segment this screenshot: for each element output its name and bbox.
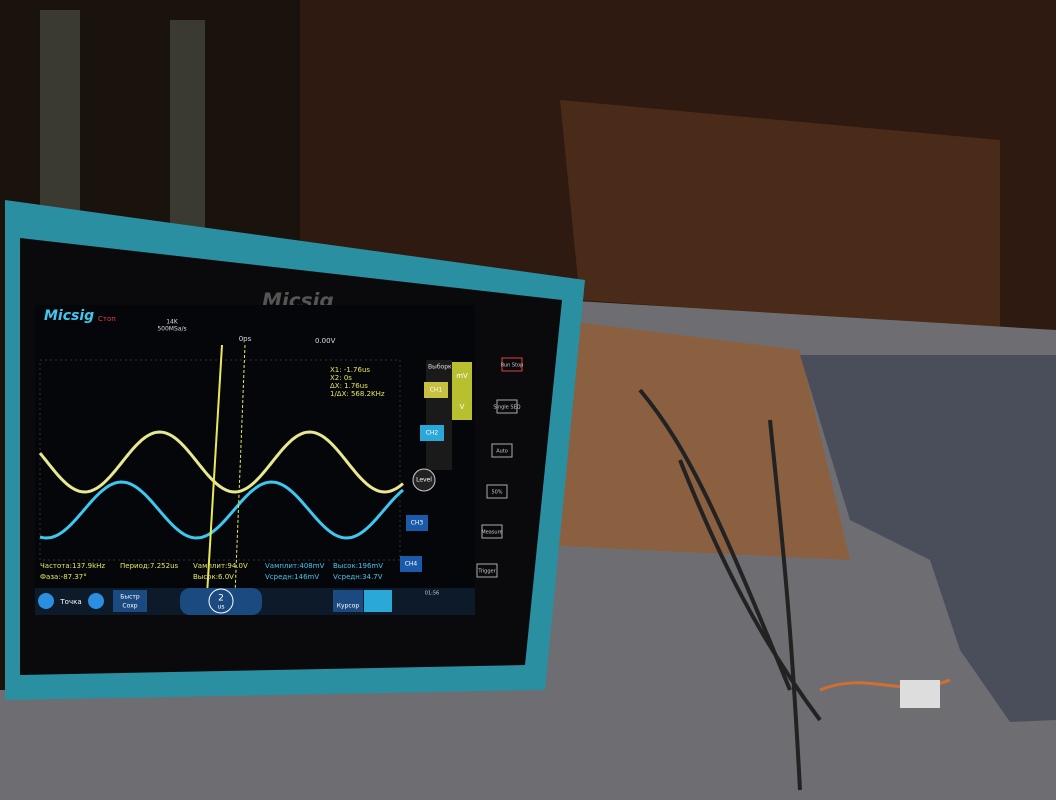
- cursor-readout: X1: -1.76us: [330, 366, 370, 374]
- probe-holder: [170, 20, 205, 230]
- hw-button-label[interactable]: 50%: [491, 490, 502, 496]
- ch4-button[interactable]: [400, 556, 422, 572]
- cursor-readout: X2: 0s: [330, 374, 352, 382]
- time-offset: 0ps: [239, 335, 252, 343]
- clock: 01:56: [425, 591, 439, 597]
- redacted-area: [800, 355, 1056, 722]
- measurement: Высок:6.0V: [193, 573, 234, 581]
- graticule: [39, 359, 401, 561]
- cursor-readout: 1/ΔX: 568.2KHz: [330, 390, 385, 398]
- trigger-level: 0.00V: [315, 337, 336, 345]
- hw-button[interactable]: [481, 524, 503, 539]
- cursor-button[interactable]: [333, 590, 363, 612]
- hw-button[interactable]: [486, 484, 508, 499]
- hw-button-label[interactable]: Single SEQ: [493, 405, 520, 411]
- hw-button-label[interactable]: Trigger: [477, 569, 496, 575]
- measurement: Vамплит:94.0V: [193, 562, 248, 570]
- cursor-readout: ΔX: 1.76us: [330, 382, 368, 390]
- point-label: Точка: [59, 598, 81, 606]
- hw-button-label[interactable]: Measure: [481, 530, 502, 536]
- hw-button[interactable]: [501, 357, 523, 372]
- side-menu: [426, 360, 452, 470]
- level-knob[interactable]: [412, 468, 436, 492]
- hw-button-label[interactable]: Auto: [496, 449, 508, 455]
- ch3-button[interactable]: [406, 515, 428, 531]
- menu-button[interactable]: [364, 590, 392, 612]
- channel-label[interactable]: CH2: [426, 430, 439, 437]
- cursor-x1: [206, 344, 223, 596]
- ch1-waveform: [38, 430, 404, 494]
- measurement: Vсредн:34.7V: [333, 573, 383, 581]
- waveforms: [38, 430, 404, 540]
- next-button[interactable]: [88, 593, 104, 609]
- timebase-ring: [208, 588, 234, 614]
- timebase-control[interactable]: [180, 588, 262, 615]
- measurement: Частота:137.9kHz: [40, 562, 105, 570]
- unit-option[interactable]: V: [460, 403, 465, 411]
- probe-holder: [40, 10, 80, 220]
- quick-save-label[interactable]: Быстр: [120, 594, 140, 601]
- unit-panel[interactable]: [452, 362, 472, 420]
- channel-label[interactable]: CH3: [411, 520, 424, 527]
- channel-label[interactable]: CH4: [405, 561, 418, 568]
- quick-save-label[interactable]: Сохр: [122, 603, 137, 610]
- screen-brand: Micsig: [44, 308, 94, 324]
- channel-label[interactable]: CH1: [430, 387, 443, 394]
- measurement: Vсредн:146mV: [265, 573, 319, 581]
- ch1-button[interactable]: [424, 382, 448, 398]
- menu-label: Выборка: [428, 364, 456, 371]
- wood-board: [540, 320, 850, 560]
- hw-button-label[interactable]: Run Stop: [501, 363, 524, 369]
- probe-cables: [638, 388, 822, 791]
- hw-button[interactable]: [491, 443, 513, 458]
- unit-option[interactable]: mV: [456, 372, 468, 380]
- measurement: Период:7.252us: [120, 562, 179, 570]
- cursor-x2: [234, 344, 246, 596]
- measurement: Фаза:-87.37°: [40, 573, 87, 581]
- hw-button[interactable]: [496, 399, 518, 414]
- terminal-block: [900, 680, 940, 708]
- sample-rate: 500MSa/s: [157, 326, 186, 333]
- cabinet-door: [560, 100, 1000, 330]
- measurement: Высок:196mV: [333, 562, 383, 570]
- cursor-label[interactable]: Курсор: [337, 603, 360, 610]
- measurement: Vамплит:408mV: [265, 562, 325, 570]
- prev-button[interactable]: [38, 593, 54, 609]
- hw-button[interactable]: [476, 563, 498, 578]
- run-status: Стоп: [98, 315, 116, 323]
- ch2-button[interactable]: [420, 425, 444, 441]
- memory-depth: 14K: [166, 319, 179, 326]
- level-label[interactable]: Level: [416, 477, 432, 484]
- ch2-waveform: [39, 480, 404, 540]
- quick-save-button[interactable]: [113, 590, 147, 612]
- timebase-value[interactable]: 2: [218, 594, 224, 604]
- timebase-unit[interactable]: us: [218, 604, 225, 611]
- hardware-buttons: Run Stop Single SEQ Auto 50% Measure Tri…: [476, 357, 524, 578]
